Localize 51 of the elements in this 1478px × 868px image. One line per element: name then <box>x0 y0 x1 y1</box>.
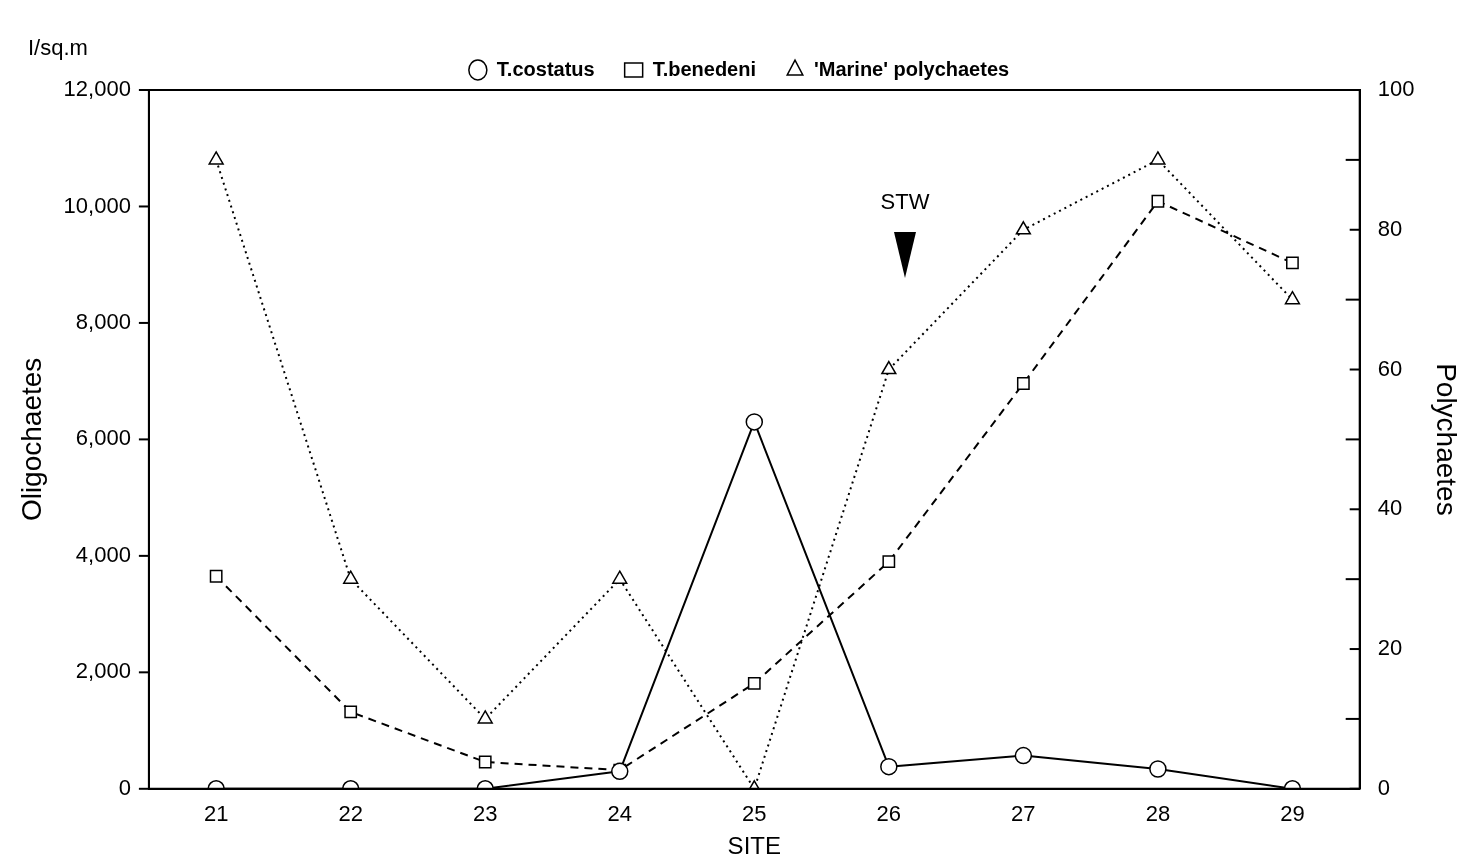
point <box>747 676 761 690</box>
y-axis-title: Oligochaetes <box>15 357 47 522</box>
x-tick-label: 27 <box>1011 801 1036 827</box>
point <box>745 413 764 431</box>
x-axis-title: SITE <box>727 832 781 860</box>
y2-tick-label: 60 <box>1377 355 1403 381</box>
legend-label: T.benedeni <box>652 57 757 80</box>
point <box>1284 290 1301 305</box>
point <box>1151 194 1165 208</box>
point <box>478 755 492 769</box>
x-tick-label: 28 <box>1145 801 1171 827</box>
y-tick-label: 0 <box>118 774 131 800</box>
y2-tick-label: 40 <box>1377 495 1403 521</box>
y2-tick-label: 80 <box>1377 215 1403 241</box>
y-tick-label: 10,000 <box>63 192 131 218</box>
point <box>1150 151 1166 165</box>
y-tick-label: 4,000 <box>75 541 131 567</box>
point <box>1016 377 1030 390</box>
point <box>208 151 224 165</box>
point <box>611 762 629 781</box>
x-tick-label: 25 <box>742 801 767 827</box>
y-tick-label: 12,000 <box>63 76 131 102</box>
x-tick-label: 23 <box>472 801 498 827</box>
y-tick-label: 8,000 <box>75 309 131 334</box>
point <box>477 710 493 724</box>
y2-tick-label: 100 <box>1377 76 1415 102</box>
point <box>1014 746 1033 765</box>
x-tick-label: 24 <box>607 801 632 827</box>
point <box>612 570 628 584</box>
y-tick-label: 2,000 <box>75 658 131 684</box>
point <box>881 360 897 375</box>
x-tick-label: 22 <box>338 801 363 827</box>
y2-tick-label: 0 <box>1377 774 1390 800</box>
point <box>1149 760 1167 778</box>
annotation: STW <box>880 189 930 215</box>
x-tick-label: 21 <box>203 801 229 827</box>
legend-label: 'Marine' polychaetes <box>814 57 1010 80</box>
y2-tick-label: 20 <box>1377 635 1403 661</box>
y-tick-label: 6,000 <box>75 425 131 451</box>
point <box>343 570 359 584</box>
point <box>1286 256 1299 270</box>
text: I/sq.m <box>28 35 88 61</box>
point <box>344 705 358 719</box>
x-tick-label: 29 <box>1280 801 1305 827</box>
y2-axis-title: Polychaetes <box>1431 363 1463 516</box>
point <box>880 757 898 776</box>
point <box>882 555 896 569</box>
point <box>1015 221 1032 235</box>
legend-label: T.costatus <box>496 57 595 80</box>
x-tick-label: 26 <box>876 801 902 827</box>
point <box>209 569 223 583</box>
